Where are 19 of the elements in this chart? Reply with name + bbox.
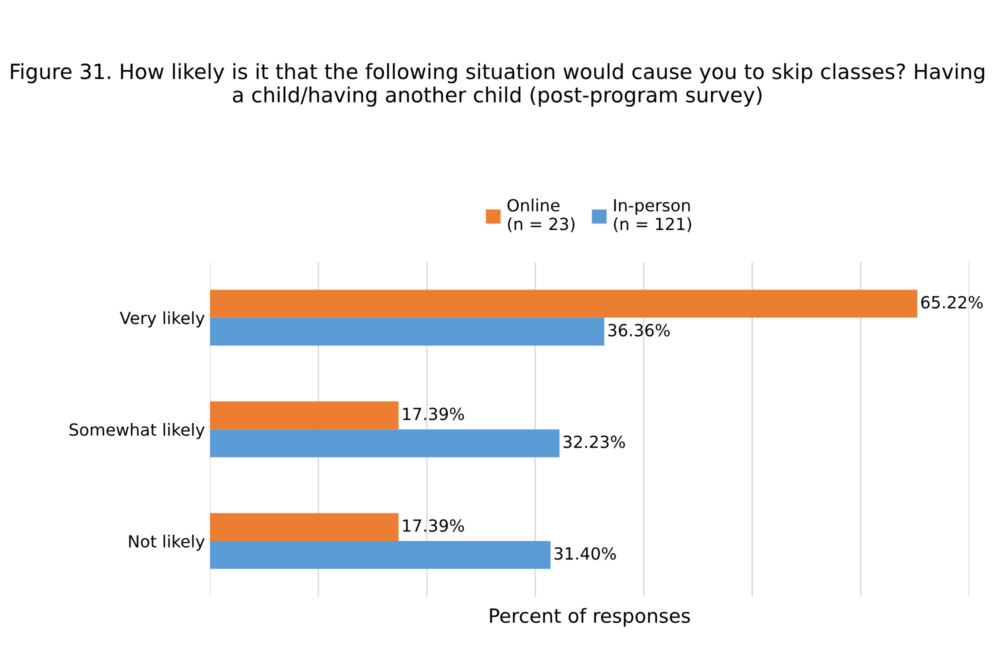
y-tick-label: Not likely [129, 534, 205, 551]
bar [210, 541, 550, 569]
chart-title: Figure 31. How likely is it that the following situation would cause you to skip classes? Having a child/having another child (post-program survey) [11, 63, 984, 107]
bar [210, 401, 399, 430]
bar [210, 290, 918, 318]
data-label: 65.22% [921, 296, 983, 309]
data-label: 31.40% [554, 547, 616, 560]
x-axis-title: Percent of responses [490, 608, 690, 627]
bar [210, 513, 399, 542]
data-label: 36.36% [608, 324, 670, 336]
bar [210, 429, 560, 458]
legend-label: In-person (n = 121) [614, 199, 692, 232]
data-label: 17.39% [403, 408, 464, 420]
legend-label: Online (n = 23) [508, 198, 574, 232]
bar [210, 318, 604, 346]
data-label: 32.23% [564, 436, 625, 448]
y-tick-label: Very likely [120, 311, 205, 328]
y-tick-label: Somewhat likely [70, 423, 205, 440]
data-label: 17.39% [403, 519, 464, 532]
